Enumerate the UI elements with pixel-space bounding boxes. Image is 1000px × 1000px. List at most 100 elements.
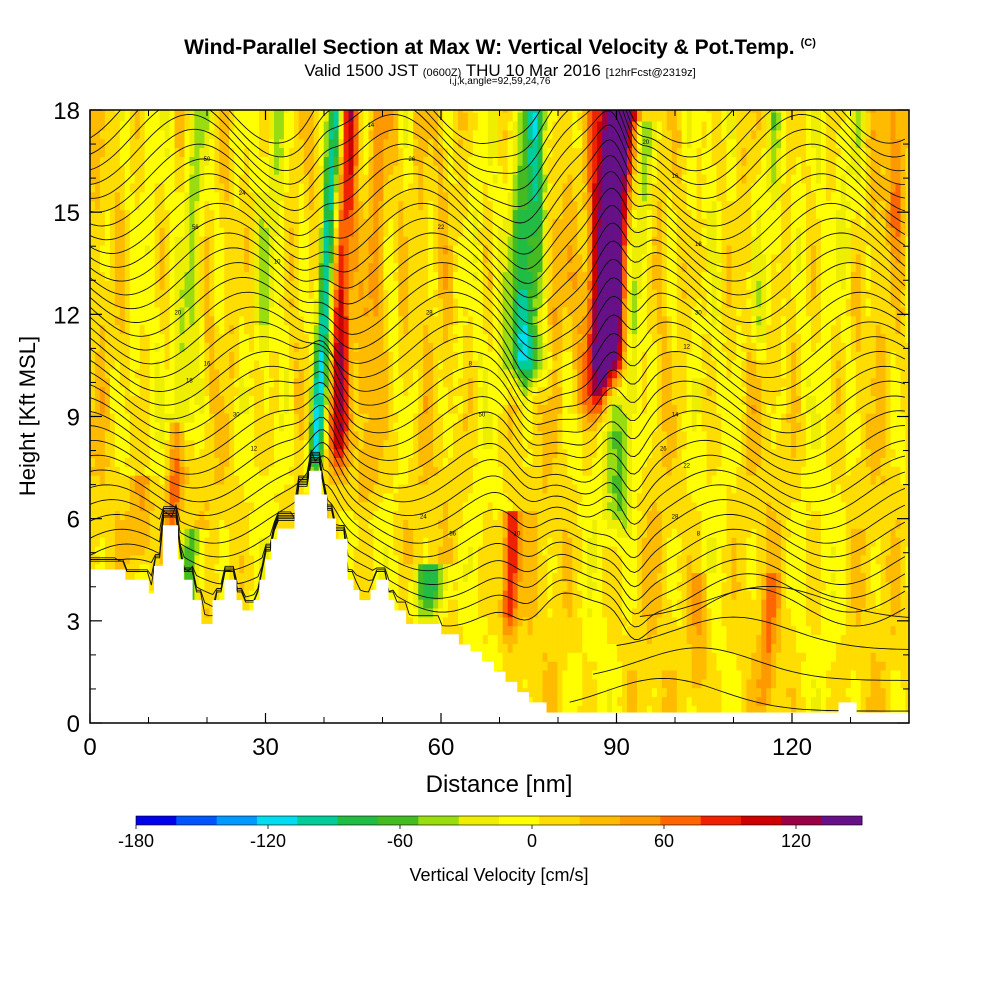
- velocity-cell: [124, 324, 131, 335]
- velocity-cell: [279, 120, 285, 131]
- velocity-cell: [204, 607, 210, 618]
- velocity-cell: [104, 545, 111, 556]
- velocity-cell: [159, 306, 166, 317]
- velocity-cell: [139, 110, 146, 113]
- velocity-cell: [378, 306, 384, 317]
- velocity-cell: [239, 138, 245, 149]
- velocity-cell: [224, 537, 230, 547]
- velocity-cell: [393, 599, 399, 609]
- velocity-cell: [418, 298, 424, 308]
- velocity-cell: [144, 191, 151, 202]
- velocity-cell: [154, 430, 161, 441]
- velocity-cell: [428, 590, 434, 600]
- velocity-cell: [234, 138, 240, 149]
- velocity-cell: [179, 360, 186, 370]
- velocity-cell: [279, 492, 285, 503]
- velocity-cell: [204, 475, 210, 485]
- velocity-cell: [388, 112, 394, 122]
- velocity-cell: [139, 368, 146, 379]
- velocity-cell: [104, 377, 111, 388]
- velocity-cell: [259, 519, 265, 529]
- velocity-cell: [184, 501, 191, 512]
- velocity-cell: [119, 209, 126, 219]
- velocity-cell: [283, 138, 290, 149]
- velocity-cell: [363, 289, 370, 299]
- velocity-cell: [343, 191, 350, 202]
- velocity-cell: [204, 218, 210, 228]
- velocity-cell: [259, 554, 265, 565]
- velocity-cell: [184, 421, 191, 432]
- velocity-cell: [204, 253, 210, 264]
- velocity-cell: [303, 324, 310, 335]
- velocity-cell: [95, 200, 101, 211]
- velocity-cell: [323, 227, 330, 237]
- velocity-cell: [99, 244, 106, 255]
- velocity-cell: [239, 510, 245, 520]
- velocity-cell: [244, 120, 250, 131]
- velocity-cell: [149, 315, 156, 326]
- velocity-cell: [234, 236, 240, 246]
- velocity-cell: [264, 262, 270, 273]
- velocity-cell: [353, 271, 360, 281]
- velocity-cell: [90, 342, 96, 352]
- velocity-cell: [139, 413, 146, 423]
- velocity-cell: [383, 209, 389, 219]
- velocity-cell: [129, 572, 136, 582]
- velocity-cell: [373, 236, 379, 246]
- velocity-cell: [204, 616, 210, 627]
- velocity-cell: [368, 537, 375, 547]
- velocity-cell: [403, 236, 409, 246]
- velocity-cell: [368, 191, 375, 202]
- velocity-cell: [338, 271, 345, 281]
- velocity-cell: [363, 421, 370, 432]
- velocity-cell: [373, 324, 379, 335]
- velocity-cell: [433, 306, 439, 317]
- velocity-cell: [318, 129, 325, 140]
- velocity-cell: [279, 333, 285, 343]
- velocity-cell: [154, 368, 161, 379]
- velocity-cell: [288, 110, 295, 113]
- velocity-cell: [403, 501, 409, 512]
- velocity-cell: [179, 528, 186, 538]
- velocity-cell: [388, 280, 394, 290]
- velocity-cell: [423, 182, 429, 193]
- velocity-cell: [234, 182, 240, 193]
- velocity-cell: [119, 466, 126, 476]
- velocity-cell: [308, 147, 315, 157]
- velocity-cell: [214, 430, 220, 441]
- velocity-cell: [134, 395, 141, 405]
- velocity-cell: [323, 112, 330, 122]
- velocity-cell: [393, 244, 399, 255]
- velocity-cell: [418, 289, 424, 299]
- velocity-cell: [378, 280, 384, 290]
- subtitle-ijk: i,j,k,angle=92,59,24,76: [449, 76, 551, 87]
- velocity-cell: [393, 360, 399, 370]
- velocity-cell: [219, 315, 225, 326]
- velocity-cell: [343, 413, 350, 423]
- velocity-cell: [408, 492, 414, 503]
- velocity-cell: [323, 368, 330, 379]
- velocity-cell: [373, 421, 379, 432]
- velocity-cell: [353, 182, 360, 193]
- velocity-cell: [95, 333, 101, 343]
- velocity-cell: [214, 351, 220, 361]
- velocity-cell: [328, 510, 335, 520]
- velocity-cell: [159, 209, 166, 219]
- velocity-cell: [259, 439, 265, 450]
- velocity-cell: [214, 519, 220, 529]
- velocity-cell: [159, 501, 166, 512]
- velocity-cell: [104, 448, 111, 458]
- velocity-cell: [189, 218, 195, 228]
- velocity-cell: [423, 545, 429, 556]
- velocity-cell: [393, 165, 399, 175]
- velocity-cell: [149, 191, 156, 202]
- velocity-cell: [229, 298, 235, 308]
- velocity-cell: [244, 191, 250, 202]
- velocity-cell: [99, 120, 106, 131]
- velocity-cell: [229, 306, 235, 317]
- velocity-cell: [104, 475, 111, 485]
- velocity-cell: [358, 156, 365, 166]
- velocity-cell: [109, 209, 116, 219]
- velocity-cell: [124, 147, 131, 157]
- velocity-cell: [423, 129, 429, 140]
